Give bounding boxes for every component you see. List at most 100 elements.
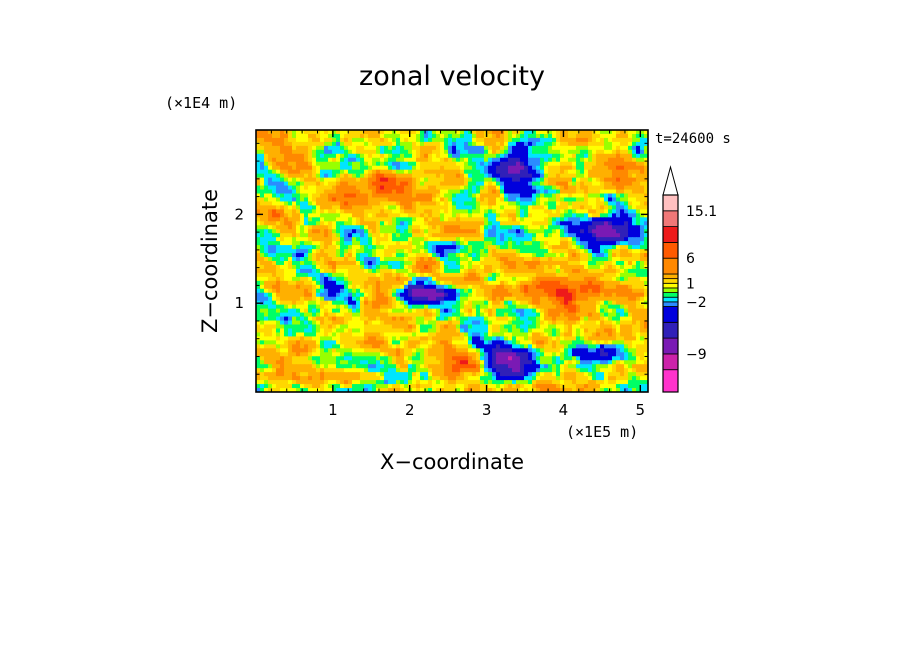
field-cell [264,157,269,163]
field-cell [316,153,321,159]
field-cell [404,149,409,155]
field-cell [272,241,277,246]
field-cell [324,217,329,222]
field-cell [572,328,577,334]
field-cell [444,133,449,139]
field-cell [456,130,461,135]
field-cell [452,161,457,167]
field-cell [504,245,509,250]
field-cell [356,320,361,326]
field-cell [280,185,285,191]
field-cell [540,193,545,199]
field-cell [456,284,461,290]
field-cell [456,189,461,195]
field-cell [600,233,605,238]
field-cell [428,201,433,207]
field-cell [328,137,333,143]
field-cell [264,149,269,155]
field-cell [372,288,377,294]
field-cell [320,181,325,187]
field-cell [584,201,589,207]
field-cell [304,292,309,298]
field-cell [556,261,561,266]
field-cell [452,133,457,139]
field-cell [644,304,648,310]
field-cell [616,296,621,302]
field-cell [632,225,637,230]
field-cell [284,161,289,167]
field-cell [616,217,621,222]
field-cell [440,177,445,183]
field-cell [420,296,425,302]
field-cell [284,284,289,290]
field-cell [300,272,305,278]
field-cell [612,225,617,230]
field-cell [432,296,437,302]
field-cell [300,181,305,187]
field-cell [460,292,465,298]
field-cell [312,316,317,322]
field-cell [452,257,457,262]
field-cell [416,229,421,234]
field-cell [452,225,457,230]
field-cell [500,181,505,187]
field-cell [520,165,525,171]
field-cell [376,205,381,210]
field-cell [572,197,577,203]
field-cell [616,193,621,199]
field-cell [388,201,393,207]
field-cell [532,217,537,222]
field-cell [260,185,265,191]
field-cell [256,141,261,147]
field-cell [380,225,385,230]
field-cell [460,264,465,270]
field-cell [256,137,261,143]
field-cell [620,133,625,139]
field-cell [524,280,529,286]
field-cell [600,324,605,330]
field-cell [564,284,569,290]
field-cell [392,133,397,139]
field-cell [480,320,485,326]
field-cell [420,257,425,262]
field-cell [352,292,357,298]
field-cell [532,229,537,234]
field-cell [552,268,557,274]
field-cell [644,181,648,187]
field-cell [448,221,453,226]
field-cell [472,272,477,278]
field-cell [592,324,597,330]
field-cell [576,157,581,163]
field-cell [272,177,277,183]
field-cell [624,225,629,230]
field-cell [404,316,409,322]
field-cell [472,241,477,246]
field-cell [508,189,513,195]
field-cell [476,276,481,282]
field-cell [608,130,613,135]
field-cell [496,324,501,330]
field-cell [284,137,289,143]
field-cell [484,264,489,270]
field-cell [376,145,381,151]
field-cell [280,165,285,171]
field-cell [412,153,417,159]
field-cell [280,161,285,167]
field-cell [640,308,645,314]
field-cell [516,177,521,183]
field-cell [528,272,533,278]
field-cell [308,133,313,139]
field-cell [396,312,401,318]
field-cell [612,233,617,238]
field-cell [460,157,465,163]
field-cell [512,276,517,282]
field-cell [380,133,385,139]
field-cell [360,161,365,167]
field-cell [472,264,477,270]
field-cell [288,276,293,282]
field-cell [612,288,617,294]
field-cell [432,308,437,314]
field-cell [424,137,429,143]
field-cell [356,209,361,214]
field-cell [544,165,549,171]
